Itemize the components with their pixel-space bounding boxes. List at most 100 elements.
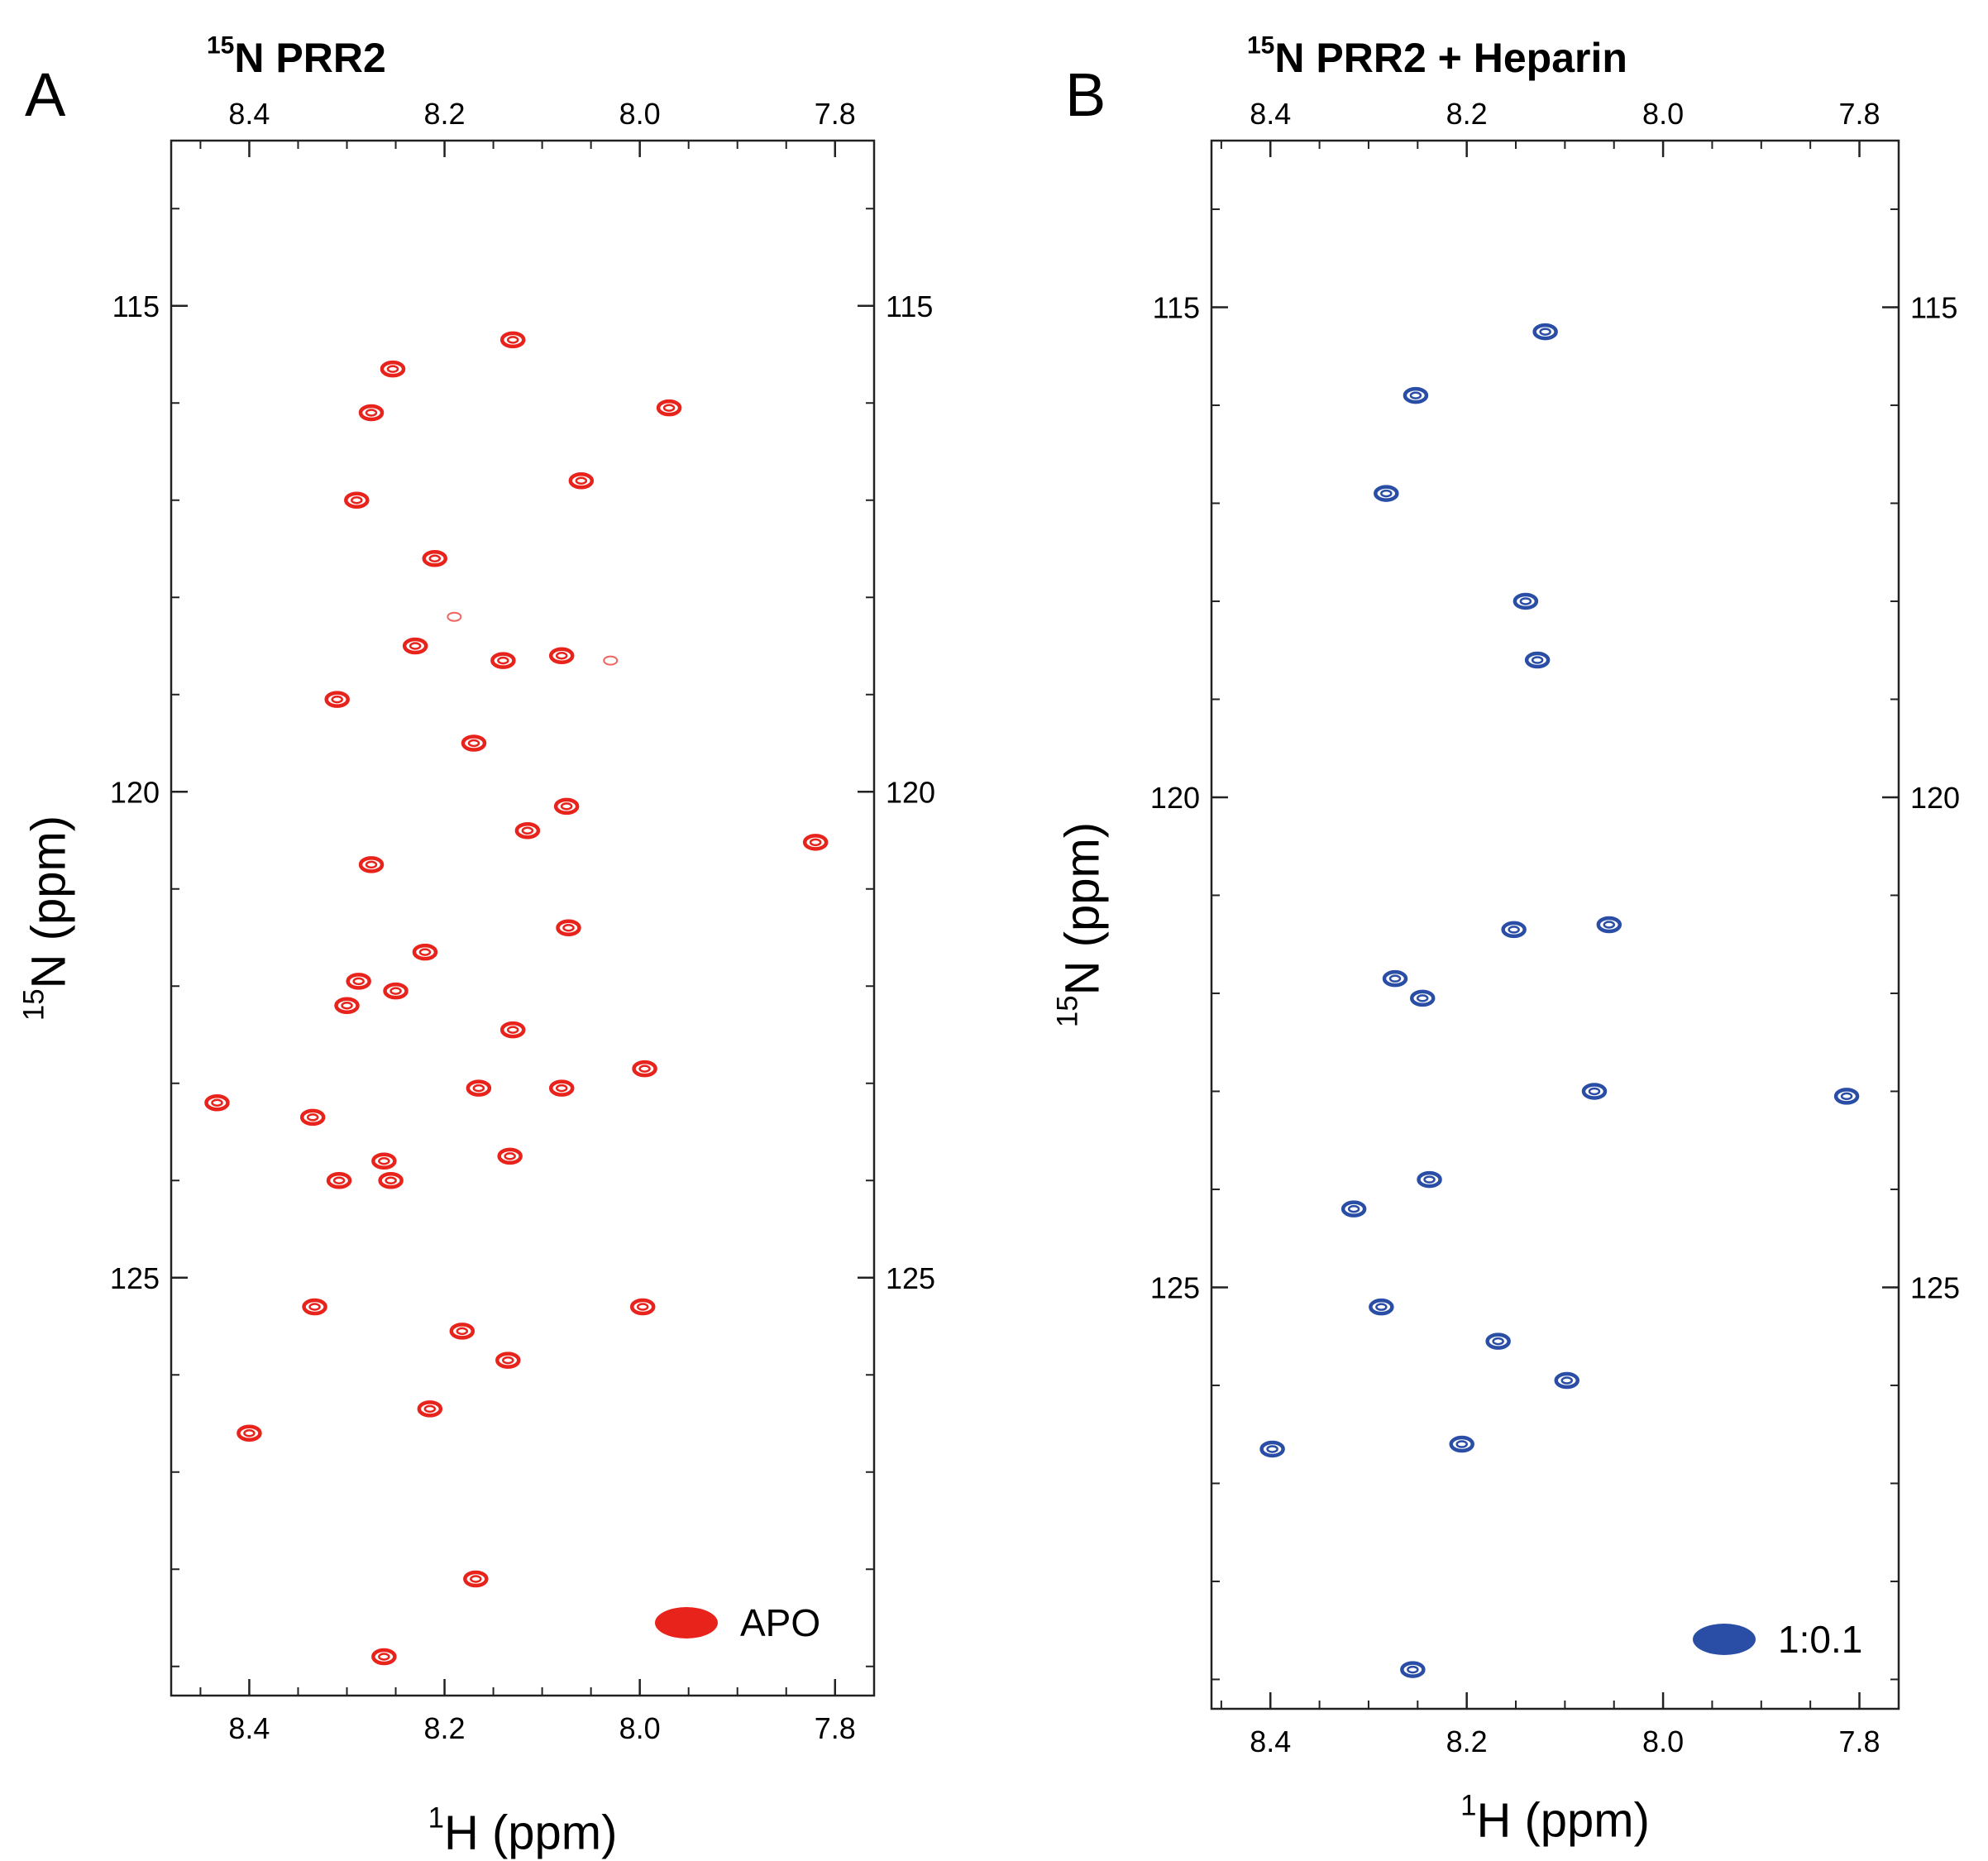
y-tick-label-left: 120: [1150, 781, 1200, 815]
peak-contour-inner: [1560, 1376, 1573, 1385]
peak-contour-outer: [1513, 592, 1539, 610]
peak: [417, 1400, 443, 1418]
peak-contour-inner: [1347, 1204, 1360, 1213]
peak-contour-inner: [1423, 1175, 1436, 1184]
peak-contour-outer: [495, 1351, 521, 1369]
peak-contour-inner: [560, 802, 573, 811]
peak-contour-inner: [506, 336, 519, 344]
x-tick-label-bottom: 8.4: [228, 1711, 270, 1745]
peak: [371, 1152, 397, 1170]
peak: [1374, 485, 1399, 502]
plot-frame: [1210, 139, 1900, 1710]
peak-contour-inner: [409, 642, 422, 650]
peak-contour-outer: [548, 1079, 575, 1097]
x-tick-label-bottom: 8.0: [1642, 1725, 1684, 1758]
peak-contour-inner: [341, 1002, 353, 1010]
peak-contour-outer: [344, 491, 370, 509]
plot-frame: [170, 139, 876, 1697]
peak: [1532, 323, 1558, 341]
peak-contour-outer: [326, 1172, 352, 1189]
peak-contour-outer: [358, 856, 385, 873]
peak: [1259, 1440, 1285, 1458]
x-tick-label-bottom: 8.2: [1446, 1725, 1488, 1758]
peak-contour-inner: [332, 1176, 346, 1184]
x-tick-label-top: 8.4: [1250, 97, 1291, 131]
peak-contour-inner: [1508, 926, 1520, 934]
peak: [334, 997, 360, 1014]
peak-contour-outer: [499, 331, 526, 349]
peak: [1409, 989, 1436, 1007]
peak-contour-inner: [1492, 1337, 1504, 1346]
peak-contour-inner: [365, 409, 378, 417]
legend-label: 1:0.1: [1778, 1618, 1862, 1661]
panel-letter: B: [1065, 60, 1106, 129]
peak: [412, 943, 438, 961]
peak-contour-inner: [467, 739, 480, 748]
peak-contour-inner: [1519, 597, 1532, 605]
peak-contour-inner: [389, 987, 402, 995]
peak-contour-outer: [1417, 1170, 1442, 1189]
peak: [1400, 1661, 1426, 1678]
peak: [656, 399, 682, 417]
peak-contour-outer: [499, 1021, 526, 1039]
peak: [499, 331, 526, 349]
peak: [324, 691, 350, 708]
x-axis-label: 1H (ppm): [428, 1801, 618, 1859]
peak-contour-outer: [461, 734, 487, 752]
peak: [380, 360, 406, 378]
peak-contour-outer: [380, 360, 406, 378]
peak: [422, 550, 447, 567]
peak-contour-inner: [1539, 328, 1551, 336]
peak-contour-outer: [412, 943, 438, 961]
y-tick-label-left: 125: [1150, 1270, 1200, 1304]
peak: [1596, 916, 1622, 934]
x-tick-label-bottom: 8.0: [619, 1711, 661, 1745]
peak-contour-outer: [1485, 1332, 1511, 1350]
x-tick-label-top: 7.8: [815, 97, 856, 131]
legend-swatch: [655, 1607, 718, 1639]
peak-contour-outer: [656, 399, 682, 417]
peak: [1417, 1170, 1442, 1189]
peak-contour-outer: [422, 550, 447, 567]
peak-contour-outer: [1596, 916, 1622, 934]
peak-contour-inner: [502, 1356, 514, 1365]
peak: [1369, 1298, 1394, 1316]
peak-contour-inner: [809, 838, 822, 847]
peak-contour-outer: [1554, 1371, 1579, 1390]
y-tick-label-right: 125: [1910, 1270, 1960, 1304]
peak: [1449, 1435, 1474, 1453]
y-tick-label-left: 115: [1153, 290, 1200, 324]
peak-contour-outer: [334, 997, 360, 1014]
peak-contour-outer: [417, 1400, 443, 1418]
peak-contour-outer: [1259, 1440, 1285, 1458]
panel-title: 15N PRR2 + Heparin: [1247, 32, 1627, 82]
peak-contour-inner: [555, 1084, 568, 1093]
x-tick-label-top: 8.4: [228, 97, 270, 131]
panel-title: 15N PRR2: [207, 32, 386, 82]
peak-contour-inner: [423, 1404, 437, 1414]
peak-contour-outer: [371, 1648, 397, 1666]
y-tick-label-right: 120: [1910, 781, 1960, 815]
faint-peak: [603, 655, 619, 666]
peak: [1501, 921, 1527, 939]
peak: [802, 834, 829, 851]
peak-contour-outer: [299, 1108, 326, 1127]
x-tick-label-bottom: 8.2: [424, 1711, 466, 1745]
peak: [402, 637, 428, 655]
peak-contour-inner: [456, 1327, 469, 1336]
peak-contour-outer: [629, 1298, 656, 1316]
peak: [346, 973, 371, 990]
peak-contour-inner: [472, 1084, 485, 1093]
peak-contour-outer: [237, 1424, 262, 1442]
peak-contour-inner: [378, 1157, 390, 1165]
peak-contour-outer: [490, 652, 516, 669]
peak-contour-inner: [662, 404, 676, 412]
peak-contour-inner: [1380, 489, 1393, 498]
peak-contour-outer: [1340, 1200, 1367, 1218]
peak: [326, 1172, 352, 1189]
peak-contour-outer: [1403, 386, 1429, 404]
peak: [1554, 1371, 1579, 1390]
y-tick-label-left: 125: [110, 1261, 160, 1295]
x-axis-label: 1H (ppm): [1460, 1789, 1650, 1847]
